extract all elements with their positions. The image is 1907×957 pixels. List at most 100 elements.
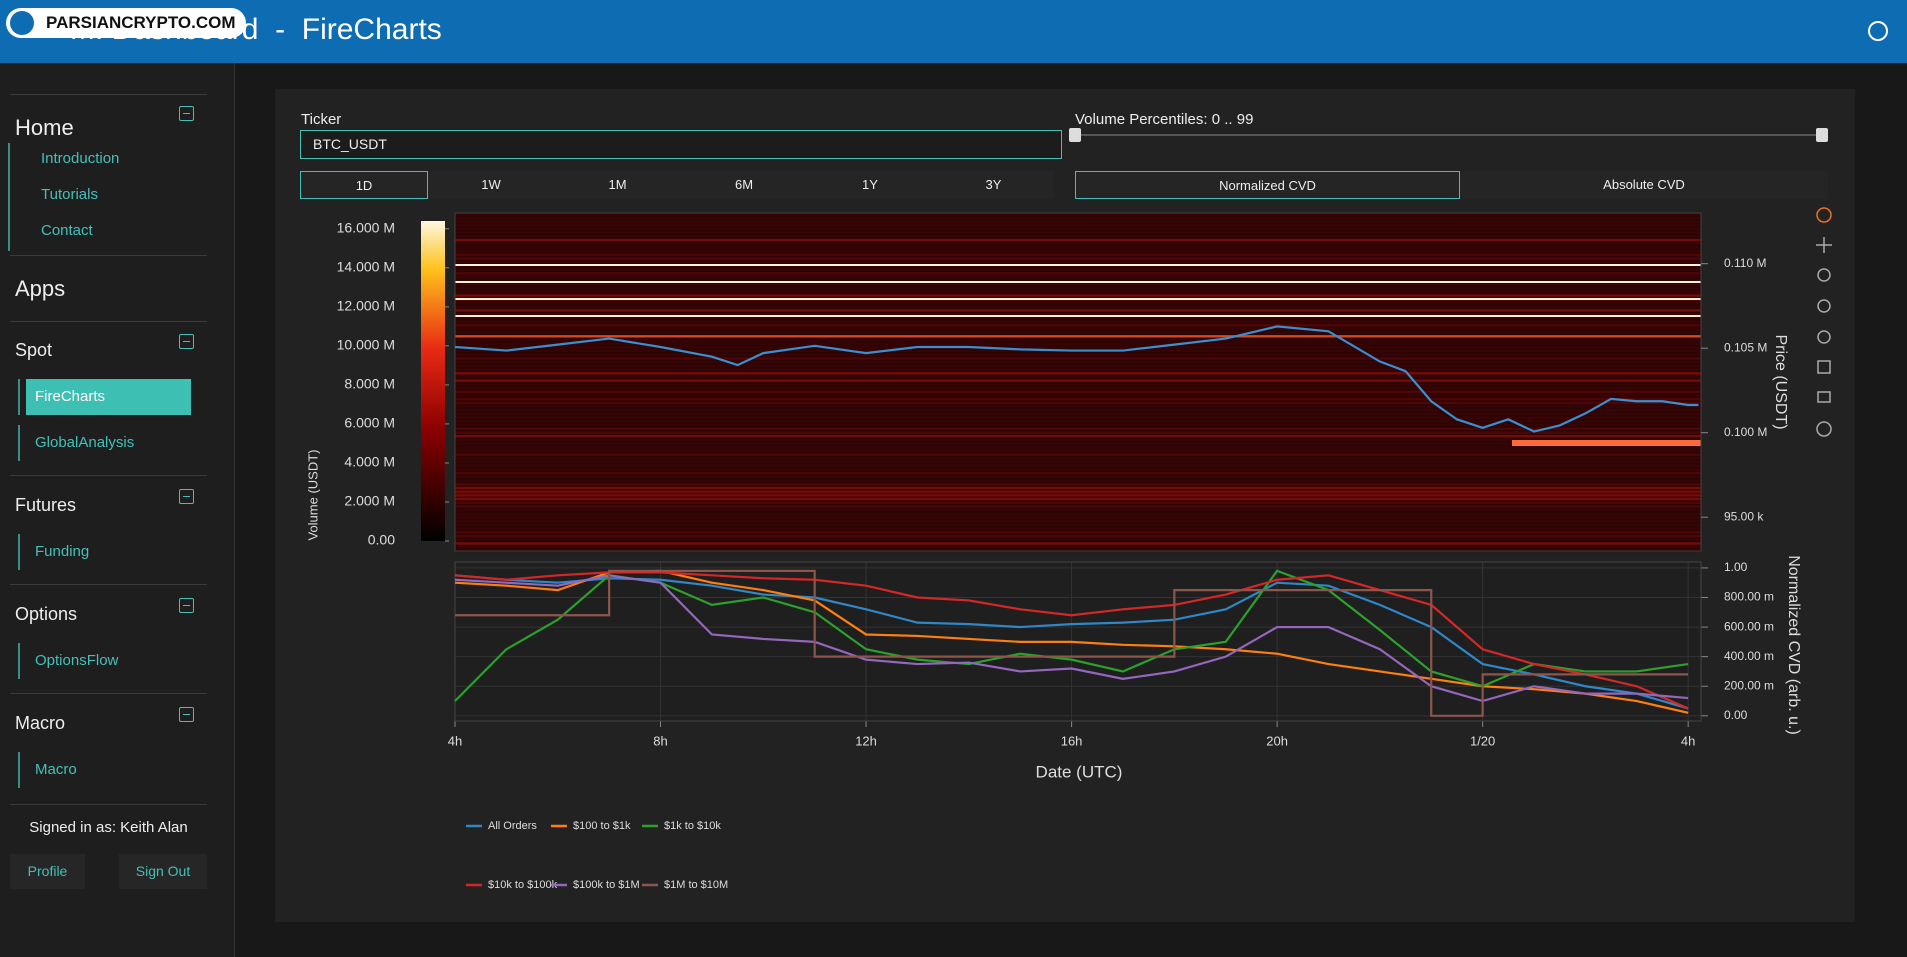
heatmap-row [455,361,1701,364]
range-button[interactable]: 1Y [807,171,933,199]
y-tick-label: 0.110 M [1724,256,1766,270]
x-tick-label: 16h [1061,733,1083,748]
heatmap-row [455,257,1701,260]
ticker-label: Ticker [301,111,342,128]
heatmap-row [455,227,1701,231]
nav-bar [18,752,20,788]
colorbar-tick-label: 8.000 M [344,376,395,392]
heatmap-row [455,475,1701,479]
heatmap-row [455,460,1701,464]
heatmap-row [455,309,1701,312]
heatmap-row [455,468,1701,471]
heatmap-row [455,261,1701,264]
heatmap-row [455,287,1701,290]
nav-link[interactable]: Macro [35,761,77,778]
heatmap-row [455,372,1701,375]
mode-icon[interactable] [1816,207,1832,223]
heatmap-row [455,527,1701,530]
heatmap-row [455,368,1701,371]
heatmap-row [455,490,1701,493]
slider-handle[interactable] [1069,128,1081,142]
heatmap-row [455,346,1701,349]
heatmap-row [455,457,1701,460]
nav-link-active[interactable]: FireCharts [26,379,191,415]
heatmap-row [455,446,1701,449]
heatmap-row [455,231,1701,234]
divider [10,584,207,585]
collapse-icon[interactable] [179,106,194,121]
divider [10,804,207,805]
nav-bar [18,534,20,570]
divider [10,475,207,476]
collapse-icon[interactable] [179,707,194,722]
heatmap-row [455,383,1701,386]
heatmap [455,213,1701,553]
colorbar-tick-label: 12.000 M [337,298,395,314]
heatmap-row [455,523,1701,527]
heatmap-row [455,472,1701,475]
heatmap-row [455,375,1701,379]
mode-icon[interactable] [1816,237,1832,253]
heatmap-level [455,264,1701,266]
heatmap-level [455,281,1701,283]
collapse-icon[interactable] [179,489,194,504]
y-axis-title: Price (USDT) [1772,334,1789,429]
cvd-mode-button[interactable]: Absolute CVD [1460,171,1828,199]
y-tick-label: 600.00 m [1724,619,1774,633]
heatmap-row [455,294,1701,297]
nav-link[interactable]: OptionsFlow [35,652,119,669]
heatmap-row [455,483,1701,486]
y-tick-label: 0.100 M [1724,425,1767,439]
heatmap-row [455,242,1701,245]
nav-link[interactable]: Funding [35,543,90,560]
heatmap-row [455,272,1701,275]
range-button[interactable]: 3Y [933,171,1054,199]
mode-icon[interactable] [1817,330,1831,344]
colorbar-tick-label: 10.000 M [337,337,395,353]
heatmap-row [455,423,1701,427]
heatmap-row [455,412,1701,416]
nav-link[interactable]: Tutorials [41,186,98,203]
nav-link[interactable]: GlobalAnalysis [35,434,135,451]
range-button[interactable]: 6M [681,171,807,199]
range-button[interactable]: 1M [554,171,681,199]
mode-icon[interactable] [1817,268,1831,282]
mode-icon[interactable] [1817,391,1831,403]
mode-icon[interactable] [1817,299,1831,313]
nav-bar [18,643,20,679]
heatmap-row [455,379,1701,382]
collapse-icon[interactable] [179,598,194,613]
heatmap-row [455,386,1701,390]
ticker-input[interactable]: BTC_USDT [300,130,1062,159]
heatmap-row [455,305,1701,308]
slider-handle[interactable] [1816,128,1828,142]
range-button[interactable]: 1D [300,171,428,199]
divider [10,94,207,95]
y-tick-label: 0.105 M [1724,340,1767,354]
profile-button[interactable]: Profile [10,854,85,889]
mode-icon[interactable] [1816,421,1832,437]
price-line [454,325,1699,433]
section-title: Futures [15,495,77,515]
heatmap-row [455,512,1701,516]
signed-in: Signed in as: Keith Alan [29,819,188,836]
user-icon[interactable] [1868,21,1888,41]
signout-button[interactable]: Sign Out [119,854,207,889]
heatmap-row [455,405,1701,408]
heatmap-level [455,315,1701,317]
heatmap-row [455,220,1701,223]
cvd-line [454,571,1689,710]
heatmap-row [455,431,1701,434]
heatmap-row [455,238,1701,242]
cvd-mode-button[interactable]: Normalized CVD [1075,171,1460,199]
range-button[interactable]: 1W [428,171,554,199]
mode-icon[interactable] [1817,360,1831,374]
heatmap-row [455,398,1701,401]
nav-link[interactable]: Contact [41,222,93,239]
nav-link[interactable]: Introduction [41,150,120,167]
collapse-icon[interactable] [179,334,194,349]
slider-track [1075,134,1822,136]
heatmap-row [455,505,1701,508]
heatmap-row [455,268,1701,271]
heatmap-row [455,494,1701,497]
